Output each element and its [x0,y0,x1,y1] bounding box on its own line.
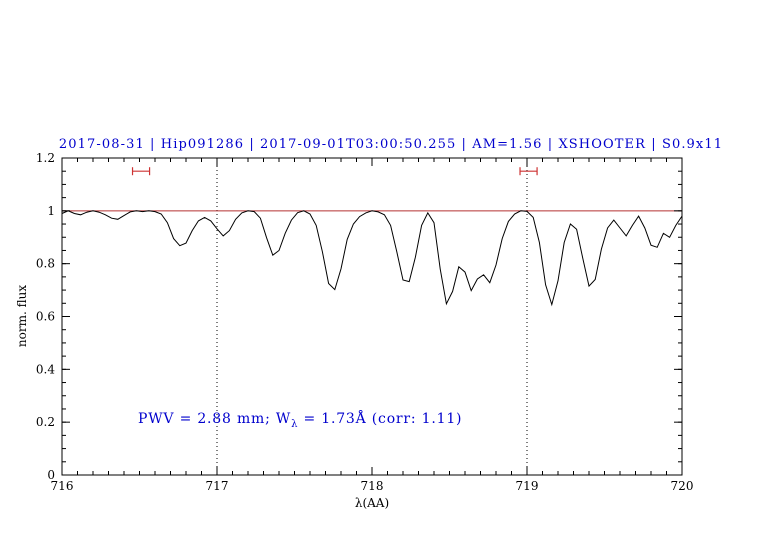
y-tick-label: 0.6 [36,310,55,324]
y-tick-label: 1 [47,204,55,218]
y-tick-label: 0 [47,468,55,482]
x-tick-label: 718 [361,479,384,493]
y-tick-label: 0.4 [36,362,55,376]
plot-title: 2017-08-31 | Hip091286 | 2017-09-01T03:0… [58,137,724,152]
x-tick-label: 719 [516,479,539,493]
x-tick-label: 717 [206,479,229,493]
pwv-annotation: PWV = 2.88 mm; Wλ = 1.73Å (corr: 1.11) [138,411,462,430]
y-tick-label: 0.2 [36,415,55,429]
annotation-text-right: = 1.73Å (corr: 1.11) [298,411,463,427]
x-tick-label: 716 [51,479,74,493]
y-tick-label: 1.2 [36,151,55,165]
annotation-lambda-subscript: λ [291,418,299,430]
x-tick-label: 720 [671,479,694,493]
spectrum-line [61,210,683,307]
x-axis-label: λ(AA) [354,496,390,510]
y-axis-label: norm. flux [15,284,29,348]
y-tick-label: 0.8 [36,257,55,271]
annotation-text-left: PWV = 2.88 mm; W [138,411,292,427]
